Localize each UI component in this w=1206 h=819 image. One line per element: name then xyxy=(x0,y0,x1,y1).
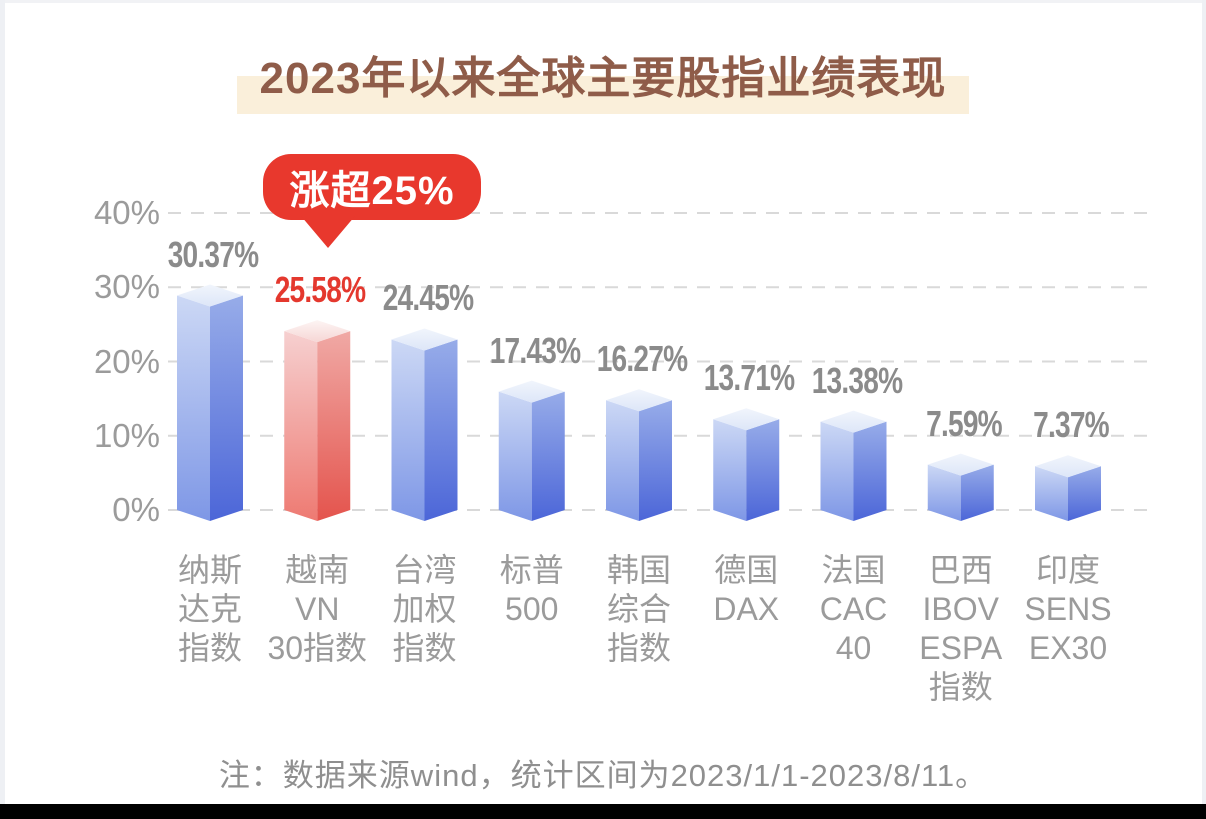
bar-right-face xyxy=(960,464,994,521)
bottom-black-bar xyxy=(0,804,1206,819)
bar-right-face xyxy=(531,391,565,521)
bar-top-face xyxy=(1035,455,1101,478)
bar-right-face xyxy=(210,295,243,521)
bar-left-face xyxy=(177,295,210,521)
bar-right-face xyxy=(317,331,351,521)
page-right-edge xyxy=(1202,0,1206,819)
bar-left-face xyxy=(284,331,318,521)
bar-left-face xyxy=(391,339,425,521)
title-highlight-band xyxy=(237,76,969,114)
bar-top-face xyxy=(820,410,887,433)
bar-left-face xyxy=(498,391,532,521)
bar-right-face xyxy=(746,419,780,521)
bar-left-face xyxy=(606,400,639,521)
bar-left-face xyxy=(713,419,747,521)
bar-left-face xyxy=(1035,466,1068,521)
callout-bubble: 涨超25% xyxy=(263,154,481,248)
bar-top-face xyxy=(284,320,351,343)
bar-right-face xyxy=(639,400,672,521)
bar-right-face xyxy=(1068,466,1101,521)
bar-top-face xyxy=(391,328,458,351)
bar-left-face xyxy=(820,421,854,521)
bar-left-face xyxy=(927,464,961,521)
bar-right-face xyxy=(424,339,458,521)
bar-top-face xyxy=(927,453,994,476)
page-left-edge xyxy=(0,0,5,819)
page-top-edge xyxy=(0,0,1206,3)
bar-top-face xyxy=(606,389,672,412)
bar-chart-canvas xyxy=(168,212,1148,521)
callout-text: 涨超25% xyxy=(289,169,455,213)
bar-top-face xyxy=(177,284,243,307)
footnote: 注：数据来源wind，统计区间为2023/1/1-2023/8/11。 xyxy=(218,758,988,793)
bar-top-face xyxy=(498,380,565,403)
bar-right-face xyxy=(853,421,887,521)
bar-top-face xyxy=(713,408,780,431)
page-title: 2023年以来全球主要股指业绩表现 xyxy=(259,54,947,103)
